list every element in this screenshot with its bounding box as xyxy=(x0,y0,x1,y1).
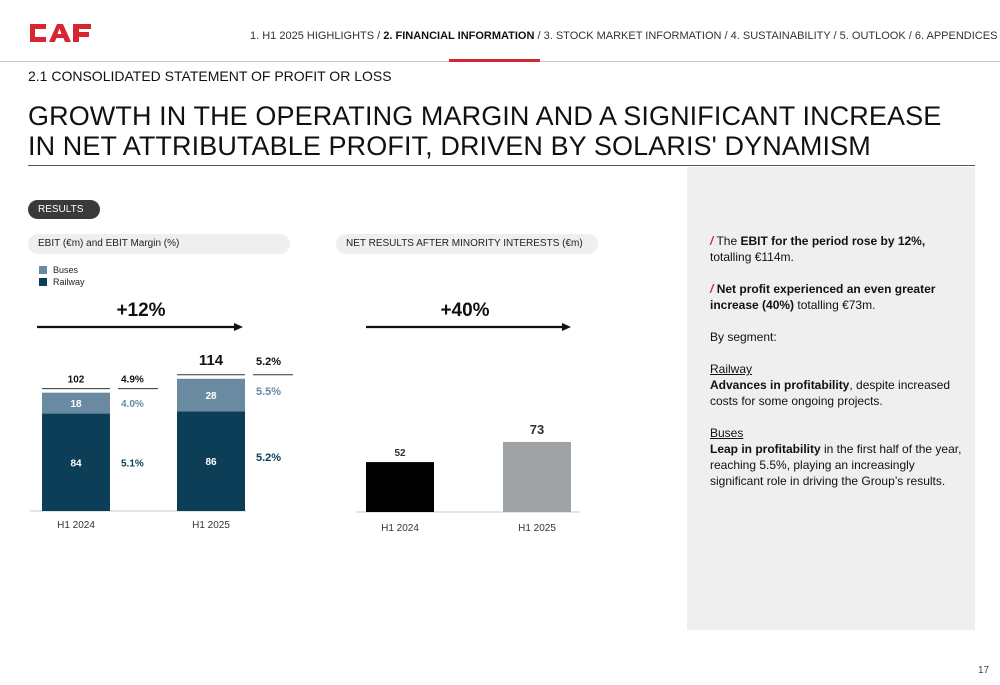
nav-item-financial-information[interactable]: 2. FINANCIAL INFORMATION xyxy=(383,30,535,42)
net-bar-1 xyxy=(366,462,434,512)
commentary-ebit: / The EBIT for the period rose by 12%, t… xyxy=(710,234,926,264)
active-nav-indicator xyxy=(449,59,540,62)
ebit-total-1: 102 xyxy=(68,375,85,386)
net-bar-2 xyxy=(503,441,571,512)
legend-item-buses: Buses xyxy=(39,265,78,276)
section-title: 2.1 CONSOLIDATED STATEMENT OF PROFIT OR … xyxy=(28,68,392,84)
railway-commentary: Advances in profitability, despite incre… xyxy=(710,378,951,408)
page-number: 17 xyxy=(978,665,990,676)
nav-item-stock-market[interactable]: 3. STOCK MARKET INFORMATION xyxy=(543,30,722,42)
ebit-tick-2: H1 2025 xyxy=(192,520,230,531)
nav-item-highlights[interactable]: 1. H1 2025 HIGHLIGHTS xyxy=(250,30,375,42)
net-tick-1: H1 2024 xyxy=(381,523,419,534)
ebit-margin-total-2: 5.2% xyxy=(256,356,281,368)
main-nav: 1. H1 2025 HIGHLIGHTS / 2. FINANCIAL INF… xyxy=(250,30,998,42)
charts-canvas: 84 18 102 4.9% 4.0% 5.1% H1 2024 86 28 114 5.2% 5.5… xyxy=(30,323,580,534)
net-growth-label: +40% xyxy=(440,300,490,321)
ebit-bar-buses-1 xyxy=(42,392,110,414)
net-growth-arrow-head xyxy=(562,323,571,331)
legend-swatch-railway xyxy=(39,278,47,286)
net-tick-2: H1 2025 xyxy=(518,523,556,534)
caf-logo xyxy=(30,24,91,42)
railway-heading: Railway xyxy=(710,362,753,376)
legend-item-railway: Railway xyxy=(39,277,85,288)
ebit-growth-arrow-head xyxy=(234,323,243,331)
buses-commentary: Leap in profitability in the first half … xyxy=(710,442,962,488)
ebit-margin-buses-2: 5.5% xyxy=(256,386,281,398)
ebit-total-2: 114 xyxy=(199,352,224,369)
net-value-2: 73 xyxy=(530,422,544,437)
net-chart-title: NET RESULTS AFTER MINORITY INTERESTS (€m… xyxy=(336,234,598,254)
ebit-bar-railway-2 xyxy=(177,411,245,511)
page-headline: GROWTH IN THE OPERATING MARGIN AND A SIG… xyxy=(28,101,942,161)
ebit-margin-total-1: 4.9% xyxy=(121,375,144,386)
legend-swatch-buses xyxy=(39,266,47,274)
slash-icon: / xyxy=(710,234,714,248)
net-value-1: 52 xyxy=(394,448,406,459)
commentary-panel xyxy=(687,167,975,630)
ebit-growth-label: +12% xyxy=(116,300,166,321)
slash-icon: / xyxy=(710,282,714,296)
commentary-net-profit: / Net profit experienced an even greater… xyxy=(710,282,936,312)
ebit-bar-buses-2 xyxy=(177,378,245,412)
buses-heading: Buses xyxy=(710,426,744,440)
headline-divider xyxy=(28,165,975,166)
nav-item-outlook[interactable]: 5. OUTLOOK xyxy=(839,30,906,42)
ebit-tick-1: H1 2024 xyxy=(57,520,95,531)
ebit-label-railway-2: 86 xyxy=(205,457,217,468)
nav-item-sustainability[interactable]: 4. SUSTAINABILITY xyxy=(730,30,831,42)
ebit-label-railway-1: 84 xyxy=(70,458,82,469)
ebit-label-buses-2: 28 xyxy=(205,391,217,402)
by-segment-label: By segment: xyxy=(710,330,777,344)
commentary-text: / The EBIT for the period rose by 12%, t… xyxy=(710,233,968,489)
ebit-label-buses-1: 18 xyxy=(70,399,82,410)
ebit-margin-buses-1: 4.0% xyxy=(121,399,144,410)
ebit-margin-railway-1: 5.1% xyxy=(121,458,144,469)
nav-item-appendices[interactable]: 6. APPENDICES xyxy=(914,30,998,42)
ebit-chart-title: EBIT (€m) and EBIT Margin (%) xyxy=(28,234,290,254)
results-tag: RESULTS xyxy=(28,200,100,219)
ebit-bar-railway-1 xyxy=(42,413,110,511)
ebit-margin-railway-2: 5.2% xyxy=(256,452,281,464)
